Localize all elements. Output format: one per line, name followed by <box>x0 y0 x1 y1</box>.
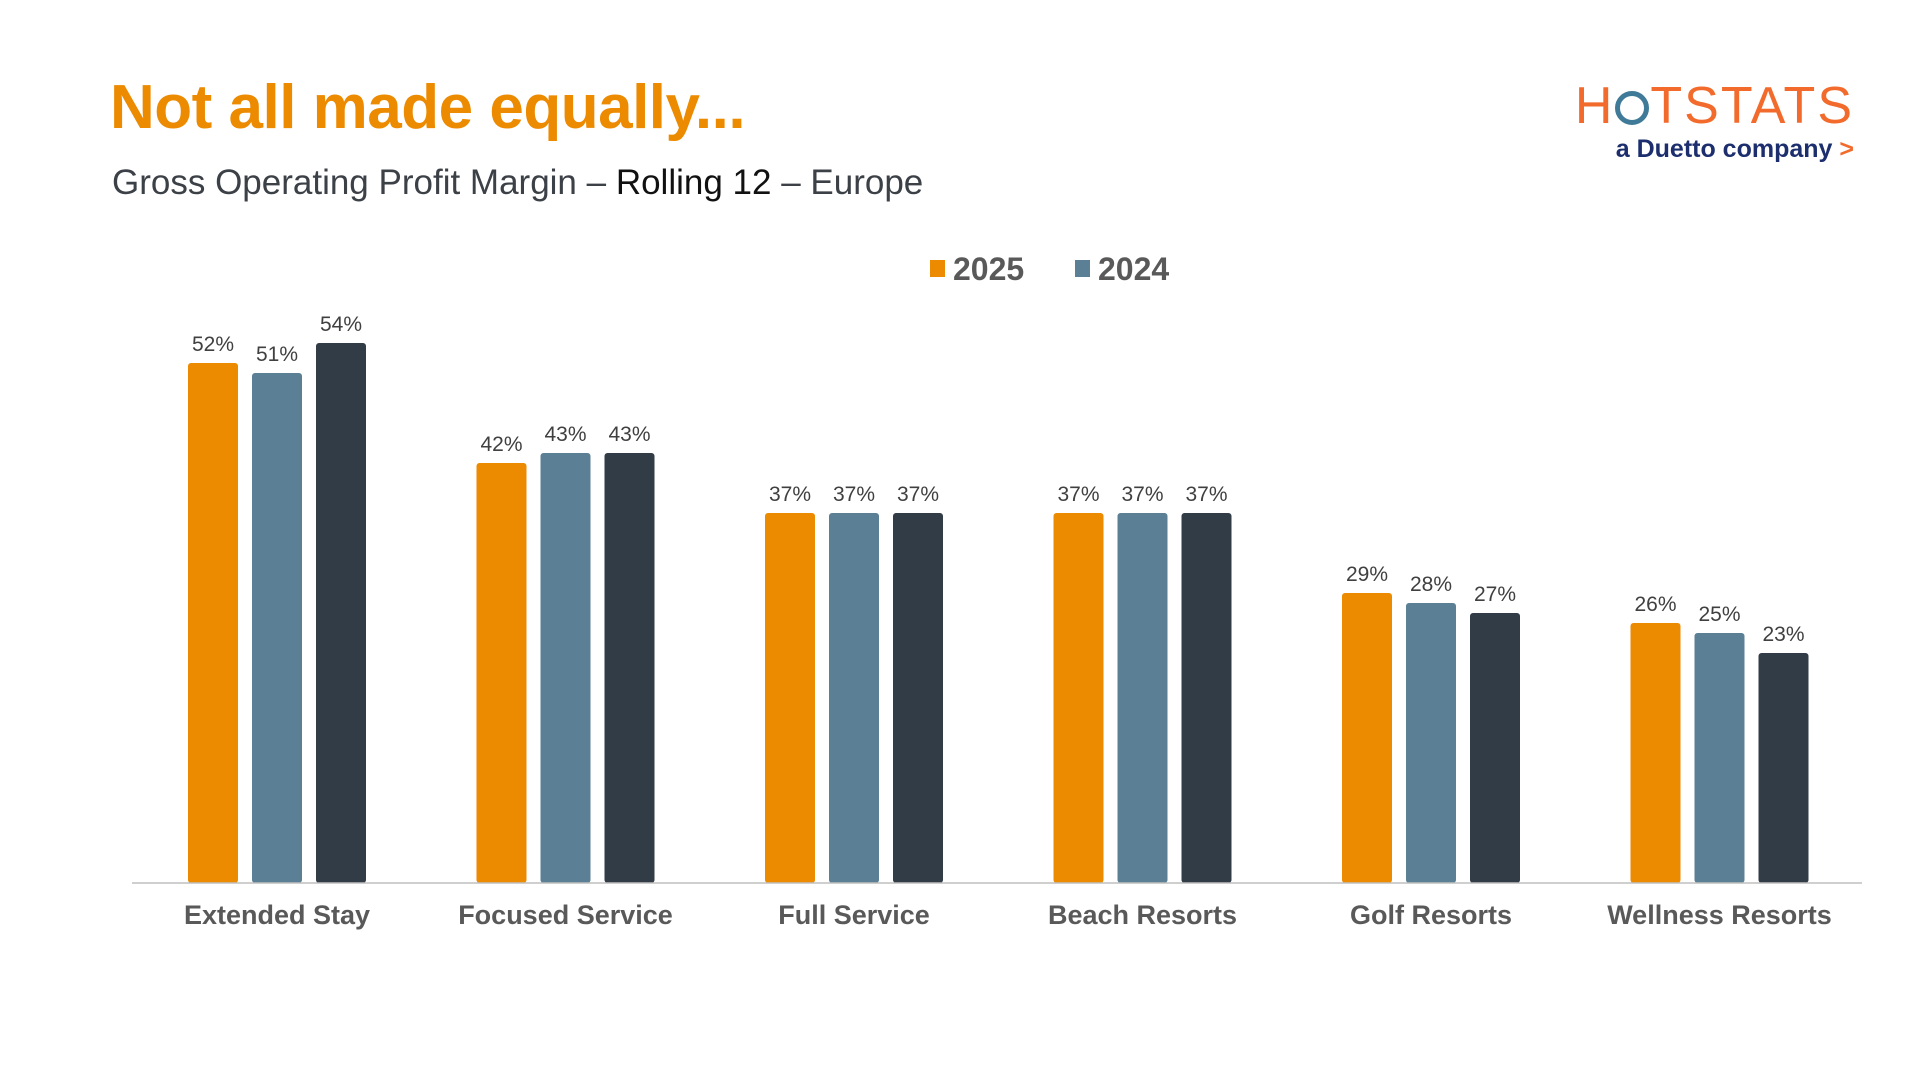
data-label-full-service-series-2: 37% <box>833 483 875 506</box>
legend-label-2025: 2025 <box>953 251 1024 287</box>
subtitle-metric: Gross Operating Profit Margin – <box>112 163 616 202</box>
chart-subtitle: Gross Operating Profit Margin – Rolling … <box>112 163 923 203</box>
bar-wellness-resorts-series-3 <box>1758 653 1809 883</box>
category-label-focused-service: Focused Service <box>458 900 673 930</box>
bar-golf-resorts-series-2 <box>1406 603 1456 883</box>
bar-extended-stay-series-1 <box>188 363 238 883</box>
data-label-focused-service-series-3: 43% <box>608 423 650 446</box>
data-label-wellness-resorts-series-1: 26% <box>1634 593 1676 616</box>
subtitle-region: – Europe <box>771 163 924 202</box>
bar-full-service-series-1 <box>765 513 815 883</box>
category-label-beach-resorts: Beach Resorts <box>1048 900 1237 930</box>
bar-golf-resorts-series-3 <box>1470 613 1520 883</box>
bar-wellness-resorts-series-1 <box>1630 623 1681 883</box>
category-label-golf-resorts: Golf Resorts <box>1350 900 1512 930</box>
logo-word-part1: H <box>1574 77 1615 135</box>
bar-full-service-series-2 <box>829 513 879 883</box>
data-label-wellness-resorts-series-2: 25% <box>1698 603 1740 626</box>
bar-wellness-resorts-series-2 <box>1694 633 1745 883</box>
data-label-beach-resorts-series-1: 37% <box>1057 483 1099 506</box>
bar-focused-service-series-2 <box>540 453 591 883</box>
data-label-golf-resorts-series-2: 28% <box>1410 573 1452 596</box>
logo-tagline-text: a Duetto company <box>1615 135 1833 163</box>
data-label-golf-resorts-series-3: 27% <box>1474 583 1516 606</box>
data-label-beach-resorts-series-2: 37% <box>1121 483 1163 506</box>
data-label-focused-service-series-1: 42% <box>480 433 522 456</box>
logo-ring-icon <box>1615 91 1650 125</box>
bar-focused-service-series-1 <box>476 463 527 883</box>
legend-swatch-2025 <box>930 260 945 277</box>
category-label-full-service: Full Service <box>778 900 930 930</box>
data-label-full-service-series-3: 37% <box>897 483 939 506</box>
logo-arrow-icon: > <box>1839 135 1854 163</box>
data-label-focused-service-series-2: 43% <box>544 423 586 446</box>
page-title: Not all made equally... <box>110 73 746 142</box>
plot-area: 52% 51% 54% 42% 43% 43% 37% 37% 37% 37% 37% 37% 29% 2… <box>188 313 1809 883</box>
category-label-wellness-resorts: Wellness Resorts <box>1607 900 1832 930</box>
legend-swatch-2024 <box>1075 260 1090 277</box>
chart-legend: 2025 2024 <box>930 251 1169 287</box>
category-axis-labels: Extended Stay Focused Service Full Service… <box>184 900 1832 930</box>
logo-tagline: a Duetto company > <box>1544 134 1854 164</box>
subtitle-period: Rolling 12 <box>615 163 772 202</box>
bar-beach-resorts-series-1 <box>1053 513 1104 883</box>
logo-wordmark: H TSTATS <box>1544 80 1854 132</box>
bar-full-service-series-3 <box>893 513 943 883</box>
bar-focused-service-series-3 <box>604 453 655 883</box>
data-label-beach-resorts-series-3: 37% <box>1185 483 1227 506</box>
bar-beach-resorts-series-3 <box>1181 513 1232 883</box>
data-label-extended-stay-series-3: 54% <box>320 313 362 336</box>
data-label-golf-resorts-series-1: 29% <box>1346 563 1388 586</box>
data-label-extended-stay-series-2: 51% <box>256 343 298 366</box>
bar-extended-stay-series-3 <box>316 343 366 883</box>
bar-extended-stay-series-2 <box>252 373 302 883</box>
legend-label-2024: 2024 <box>1098 251 1169 287</box>
data-label-wellness-resorts-series-3: 23% <box>1762 623 1804 646</box>
data-label-extended-stay-series-1: 52% <box>192 333 234 356</box>
bar-golf-resorts-series-1 <box>1342 593 1392 883</box>
hotstats-logo: H TSTATS a Duetto company > <box>1544 80 1854 164</box>
logo-word-part2: TSTATS <box>1650 77 1854 135</box>
category-label-extended-stay: Extended Stay <box>184 900 370 930</box>
data-label-full-service-series-1: 37% <box>769 483 811 506</box>
bar-beach-resorts-series-2 <box>1117 513 1168 883</box>
